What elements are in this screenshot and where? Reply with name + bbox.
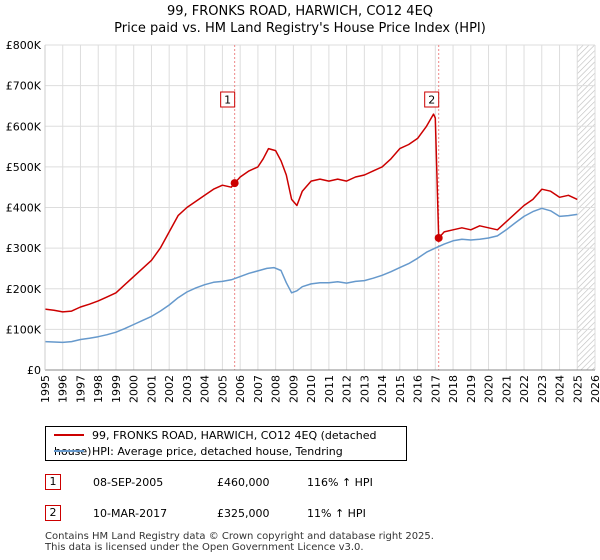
- transaction-price: £460,000: [217, 476, 270, 489]
- x-tick-label: 2023: [536, 375, 549, 403]
- transaction-date: 08-SEP-2005: [93, 476, 164, 489]
- x-tick-label: 2011: [323, 375, 336, 403]
- transaction-box: [424, 91, 440, 108]
- transaction-price: £325,000: [217, 507, 270, 520]
- footer: Contains HM Land Registry data © Crown c…: [45, 531, 434, 553]
- x-tick-label: 2014: [376, 375, 389, 403]
- transaction-marker: 1: [45, 474, 61, 490]
- x-tick-label: 2001: [145, 375, 158, 403]
- legend: 99, FRONKS ROAD, HARWICH, CO12 4EQ (deta…: [45, 426, 407, 461]
- x-tick-label: 2018: [447, 375, 460, 403]
- transaction-hpi-change: 11% ↑ HPI: [307, 507, 366, 520]
- x-tick-label: 1998: [92, 375, 105, 403]
- legend-item-hpi: HPI: Average price, detached house, Tend…: [54, 444, 343, 460]
- x-tick-label: 2024: [554, 375, 567, 403]
- y-tick-label: £400K: [6, 202, 42, 215]
- transaction-date: 10-MAR-2017: [93, 507, 168, 520]
- legend-swatch-property: [54, 434, 84, 436]
- x-tick-label: 2012: [341, 375, 354, 403]
- x-tick-label: 2003: [181, 375, 194, 403]
- y-tick-label: £0: [27, 364, 41, 377]
- footer-licence: This data is licensed under the Open Gov…: [45, 542, 364, 553]
- price-chart: £0 £100K £200K £300K £400K £500K £600K £700K £80…: [6, 39, 600, 403]
- property-price-line: [44, 113, 578, 313]
- x-tick-label: 2022: [518, 375, 531, 403]
- transaction-box: [220, 91, 236, 108]
- y-tick-label: £100K: [6, 323, 42, 336]
- x-tick-label: 2004: [199, 375, 212, 403]
- x-tick-label: 2020: [483, 375, 496, 403]
- x-tick-label: 1995: [39, 375, 52, 403]
- y-tick-label: £300K: [6, 242, 42, 255]
- x-tick-label: 2010: [305, 375, 318, 403]
- table-row: 2 10-MAR-2017 £325,000 11% ↑ HPI: [45, 505, 465, 523]
- transaction-point: [434, 233, 443, 242]
- x-tick-label: 2002: [163, 375, 176, 403]
- chart-subtitle: Price paid vs. HM Land Registry's House …: [114, 21, 486, 36]
- chart-title: 99, FRONKS ROAD, HARWICH, CO12 4EQ: [166, 4, 434, 19]
- x-tick-label: 2000: [128, 375, 141, 403]
- x-tick-label: 2019: [465, 375, 478, 403]
- y-tick-label: £800K: [6, 39, 42, 52]
- x-tick-label: 1996: [57, 375, 70, 403]
- legend-label-property: 99, FRONKS ROAD, HARWICH, CO12 4EQ (deta…: [54, 429, 377, 458]
- x-tick-label: 2025: [571, 375, 584, 403]
- transaction-point: [230, 179, 239, 188]
- x-tick-label: 2007: [252, 375, 265, 403]
- legend-item-property: 99, FRONKS ROAD, HARWICH, CO12 4EQ (deta…: [54, 428, 406, 458]
- legend-swatch-hpi: [54, 450, 84, 452]
- y-tick-label: £600K: [6, 120, 42, 133]
- x-tick-label: 2006: [234, 375, 247, 403]
- x-tick-label: 2016: [412, 375, 425, 403]
- y-tick-label: £500K: [6, 161, 42, 174]
- table-row: 1 08-SEP-2005 £460,000 116% ↑ HPI: [45, 474, 465, 492]
- transaction-marker: 2: [45, 505, 61, 521]
- x-tick-label: 2017: [429, 375, 442, 403]
- x-tick-label: 1997: [74, 375, 87, 403]
- footer-copyright: Contains HM Land Registry data © Crown c…: [45, 531, 434, 542]
- x-tick-label: 2021: [500, 375, 513, 403]
- x-tick-label: 2009: [287, 375, 300, 403]
- transaction-hpi-change: 116% ↑ HPI: [307, 476, 373, 489]
- x-tick-label: 2015: [394, 375, 407, 403]
- x-tick-label: 2013: [358, 375, 371, 403]
- y-tick-label: £700K: [6, 80, 42, 93]
- x-tick-label: 1999: [110, 375, 123, 403]
- transaction-box-label: 1: [224, 94, 231, 107]
- x-tick-label: 2005: [216, 375, 229, 403]
- x-tick-label: 2026: [589, 375, 600, 403]
- x-tick-label: 2008: [270, 375, 283, 403]
- legend-label-hpi: HPI: Average price, detached house, Tend…: [92, 445, 343, 458]
- chart-title-block: 99, FRONKS ROAD, HARWICH, CO12 4EQ Price…: [0, 3, 600, 37]
- y-tick-label: £200K: [6, 283, 42, 296]
- hpi-line: [44, 207, 578, 344]
- transaction-box-label: 2: [428, 94, 435, 107]
